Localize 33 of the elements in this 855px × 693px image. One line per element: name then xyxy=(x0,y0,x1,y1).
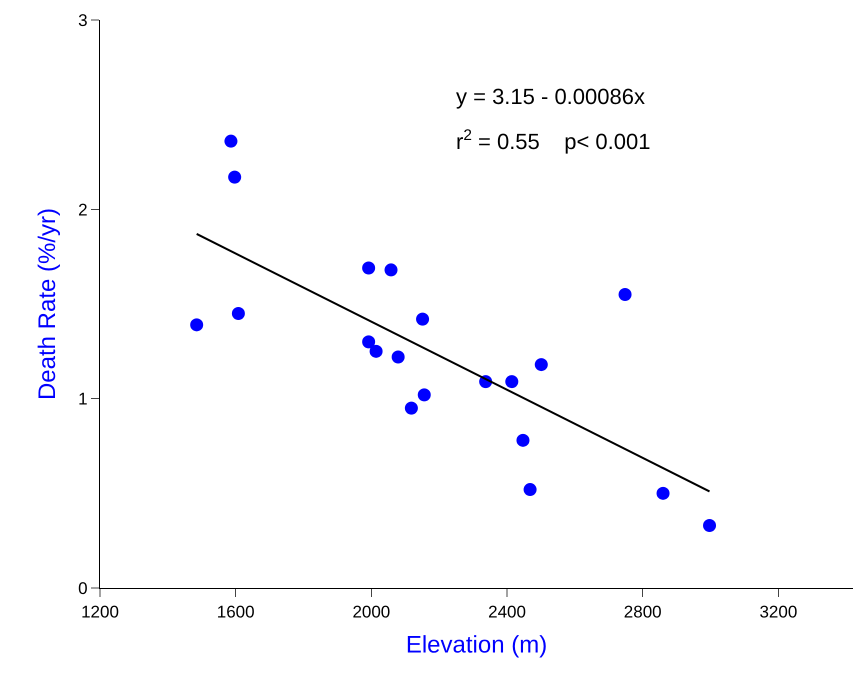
x-tick-label: 2400 xyxy=(488,602,526,622)
annotation: r$^{2}$ = 0.55 p< 0.001 xyxy=(456,127,650,154)
y-tick-label: 1 xyxy=(78,390,88,409)
point xyxy=(404,402,418,415)
point xyxy=(370,344,383,358)
point xyxy=(362,262,376,275)
x-tick-label: 1200 xyxy=(81,602,119,622)
point xyxy=(534,358,548,372)
point xyxy=(656,486,670,500)
point xyxy=(505,375,518,388)
point xyxy=(362,335,376,348)
annotation: y = 3.15 - 0.00086x xyxy=(456,84,645,109)
point xyxy=(228,170,242,184)
point xyxy=(232,306,245,320)
x-tick-label: 2800 xyxy=(624,602,662,622)
y-tick-label: 2 xyxy=(78,200,88,220)
point xyxy=(516,434,530,447)
point xyxy=(618,288,632,302)
point xyxy=(224,134,238,148)
point xyxy=(524,483,537,496)
point xyxy=(392,350,405,364)
point xyxy=(190,318,204,332)
y-tick-label: 0 xyxy=(78,578,88,598)
x-axis-title: Elevation (m) xyxy=(406,632,548,659)
x-tick-label: 3200 xyxy=(759,602,798,622)
point xyxy=(384,263,398,276)
y-axis-title: Death Rate (%/yr) xyxy=(34,208,62,400)
y-tick-label: 3 xyxy=(78,10,88,30)
point xyxy=(418,388,431,402)
point xyxy=(416,312,430,326)
x-tick-label: 1600 xyxy=(216,602,255,622)
x-tick-label: 2000 xyxy=(352,602,390,622)
point xyxy=(703,519,716,532)
